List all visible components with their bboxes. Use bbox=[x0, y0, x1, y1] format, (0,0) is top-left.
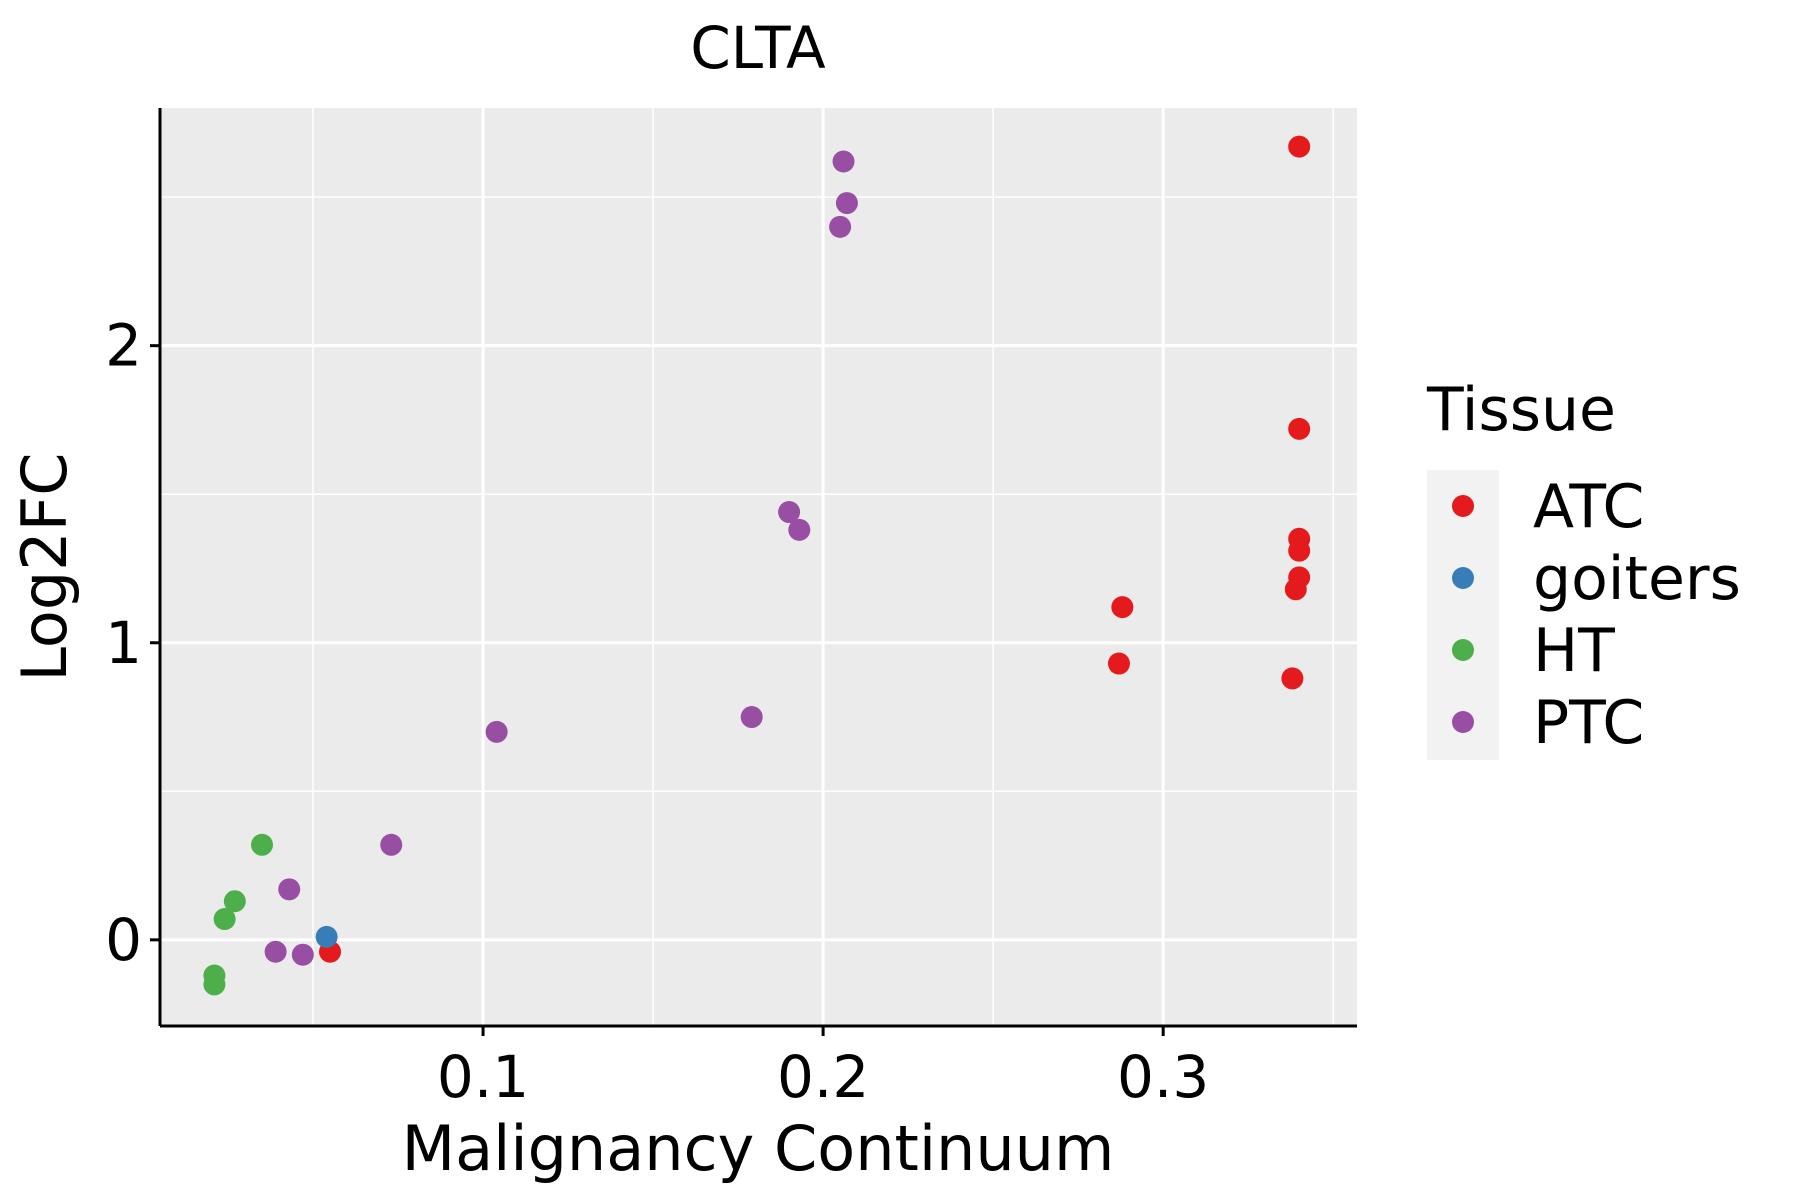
point-atc bbox=[1107, 652, 1130, 675]
legend-label-ptc: PTC bbox=[1533, 688, 1644, 758]
data-points bbox=[203, 135, 1311, 996]
point-ptc bbox=[485, 720, 508, 743]
point-ht bbox=[251, 833, 274, 856]
point-ptc bbox=[380, 833, 403, 856]
legend-key-ptc bbox=[1452, 711, 1474, 733]
point-ptc bbox=[829, 215, 852, 238]
point-atc bbox=[1288, 566, 1311, 589]
point-atc bbox=[1111, 596, 1134, 619]
y-axis-ticks: 0 1 2 bbox=[105, 312, 160, 974]
point-ptc bbox=[264, 940, 287, 963]
point-ht bbox=[213, 908, 236, 931]
chart-title: CLTA bbox=[690, 14, 826, 82]
point-atc bbox=[1281, 667, 1304, 690]
point-ptc bbox=[778, 501, 801, 524]
x-tick-label: 0.3 bbox=[1117, 1043, 1209, 1111]
point-atc bbox=[1288, 135, 1311, 158]
legend-key-atc bbox=[1452, 495, 1474, 517]
point-ptc bbox=[740, 706, 763, 729]
legend-key-ht bbox=[1452, 639, 1474, 661]
x-tick-label: 0.1 bbox=[437, 1043, 529, 1111]
legend-label-ht: HT bbox=[1533, 616, 1615, 686]
point-atc bbox=[1288, 417, 1311, 440]
point-ptc bbox=[291, 943, 314, 966]
point-ht bbox=[203, 973, 226, 996]
y-tick-label: 0 bbox=[105, 906, 142, 974]
y-axis-title: Log2FC bbox=[8, 452, 81, 681]
legend-label-goiters: goiters bbox=[1533, 544, 1741, 614]
y-tick-label: 1 bbox=[105, 609, 142, 677]
grid-lines bbox=[160, 108, 1357, 1026]
point-ptc bbox=[835, 192, 858, 215]
point-ptc bbox=[788, 518, 811, 541]
panel-background bbox=[160, 108, 1357, 1026]
x-tick-label: 0.2 bbox=[777, 1043, 869, 1111]
point-ptc bbox=[832, 150, 855, 173]
legend-title: Tissue bbox=[1426, 375, 1616, 445]
x-axis-title: Malignancy Continuum bbox=[402, 1112, 1115, 1185]
point-goiters bbox=[315, 925, 338, 948]
point-atc bbox=[1288, 527, 1311, 550]
legend-key-goiters bbox=[1452, 567, 1474, 589]
legend-label-atc: ATC bbox=[1533, 472, 1644, 542]
y-tick-label: 2 bbox=[105, 312, 142, 380]
point-ptc bbox=[278, 878, 301, 901]
point-ht bbox=[223, 890, 246, 913]
x-axis-ticks: 0.1 0.2 0.3 bbox=[437, 1026, 1209, 1111]
